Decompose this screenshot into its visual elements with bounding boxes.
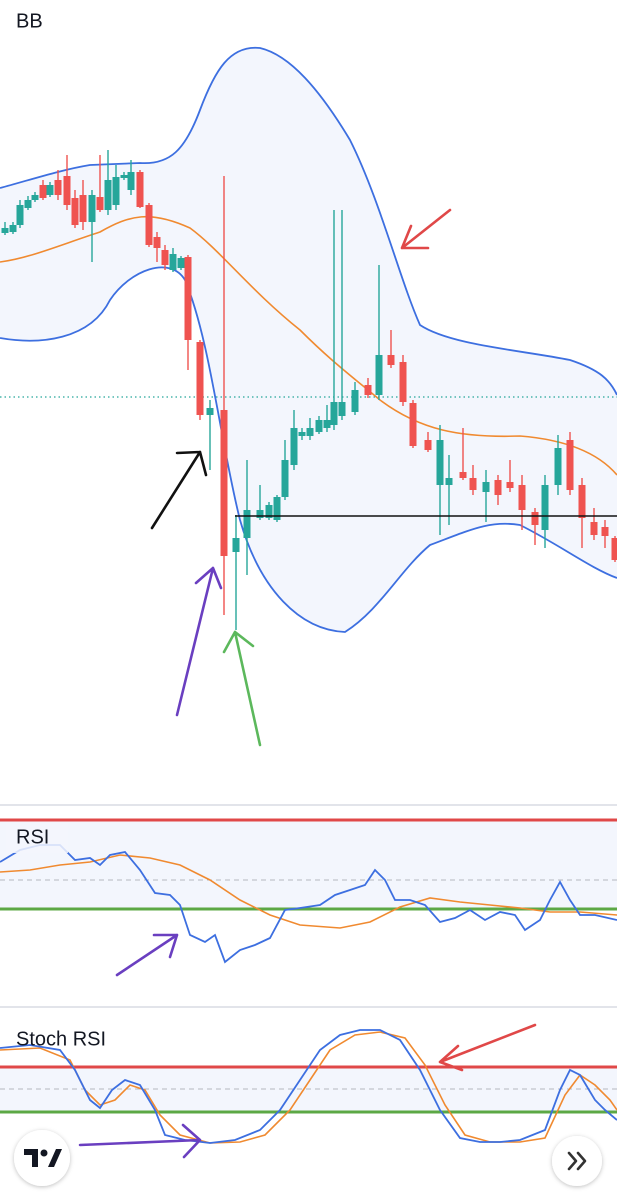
candle-body — [273, 497, 281, 520]
candle-body — [71, 198, 79, 225]
candle-body — [399, 362, 407, 402]
candle-body — [445, 478, 453, 485]
candle-body — [127, 172, 135, 190]
candle-body — [531, 512, 539, 525]
candle-body — [518, 485, 526, 510]
candle-body — [298, 432, 306, 436]
stoch-k — [0, 1029, 617, 1144]
candle-body — [351, 390, 359, 412]
arrow — [400, 208, 452, 250]
stoch-d — [0, 1031, 617, 1144]
candle-body — [16, 205, 24, 225]
candle-body — [145, 205, 153, 245]
candle-body — [206, 408, 214, 415]
arrow — [150, 450, 208, 530]
candle-body — [88, 195, 96, 222]
arrows — [78, 1023, 537, 1159]
candle-body — [1, 228, 9, 233]
rsi-signal — [0, 854, 617, 929]
logo-dot — [40, 1149, 48, 1157]
lower-band — [0, 266, 617, 633]
candle-body — [243, 510, 251, 538]
panel-label: RSI — [16, 826, 49, 848]
candle-body — [590, 522, 598, 535]
candle-body — [54, 180, 62, 195]
candles — [1, 150, 617, 630]
candle-body — [136, 172, 144, 207]
candle-body — [265, 505, 273, 518]
candle-body — [63, 176, 71, 205]
candle-body — [578, 485, 586, 518]
candle-body — [494, 480, 502, 495]
candle-body — [601, 527, 609, 536]
candle-body — [184, 257, 192, 340]
candle-body — [161, 250, 169, 265]
arrow — [438, 1023, 537, 1072]
arrows — [150, 208, 452, 747]
logo-button[interactable] — [14, 1130, 70, 1186]
candle-body — [436, 440, 444, 485]
candle-body — [177, 258, 185, 268]
rsi-panel: RSI — [0, 804, 617, 977]
candle-body — [31, 195, 39, 200]
arrow — [175, 566, 223, 717]
candle-body — [482, 482, 490, 492]
candle-body — [112, 177, 120, 205]
candle-body — [281, 460, 289, 497]
candle-body — [315, 420, 323, 432]
arrow — [78, 1123, 202, 1159]
candle-body — [153, 237, 161, 248]
upper-band — [0, 46, 617, 396]
candle-body — [196, 342, 204, 415]
candle-body — [79, 195, 87, 222]
candle-body — [375, 355, 383, 395]
panel-label: BB — [16, 10, 43, 32]
candle-body — [39, 185, 47, 198]
candle-body — [338, 402, 346, 416]
candle-body — [387, 355, 395, 365]
candle-body — [24, 200, 32, 208]
candle-body — [9, 225, 17, 232]
candle-body — [220, 410, 228, 556]
candle-body — [566, 440, 574, 490]
candle-body — [120, 175, 128, 178]
label-bg — [6, 823, 68, 853]
arrow — [222, 630, 262, 747]
candle-body — [424, 440, 432, 450]
candle-body — [256, 510, 264, 518]
candle-body — [290, 428, 298, 465]
candle-body — [323, 420, 331, 428]
stoch-panel: Stoch RSI — [0, 1006, 617, 1186]
candle-body — [96, 197, 104, 210]
candle-body — [46, 185, 54, 195]
chevrons — [567, 1151, 587, 1171]
candle-body — [232, 538, 240, 552]
bb-panel: BB — [0, 10, 617, 747]
candle-body — [169, 254, 177, 270]
candle-body — [364, 385, 372, 395]
arrow — [115, 933, 179, 977]
candle-body — [306, 428, 314, 436]
middle-band — [0, 215, 617, 476]
candle-body — [409, 403, 417, 446]
candle-body — [330, 402, 338, 425]
scroll-button[interactable] — [552, 1136, 602, 1186]
candle-body — [469, 478, 477, 490]
logo — [24, 1149, 62, 1167]
panel-label: Stoch RSI — [16, 1028, 106, 1050]
candle-body — [541, 485, 549, 530]
candle-body — [506, 482, 514, 488]
candle-body — [459, 472, 467, 478]
band-fill — [0, 47, 617, 632]
candle-body — [611, 538, 617, 560]
rsi-line — [0, 844, 617, 964]
logo-bg — [14, 1130, 70, 1186]
candle-body — [554, 448, 562, 485]
candle-body — [104, 180, 112, 210]
rsi-band — [0, 820, 617, 909]
